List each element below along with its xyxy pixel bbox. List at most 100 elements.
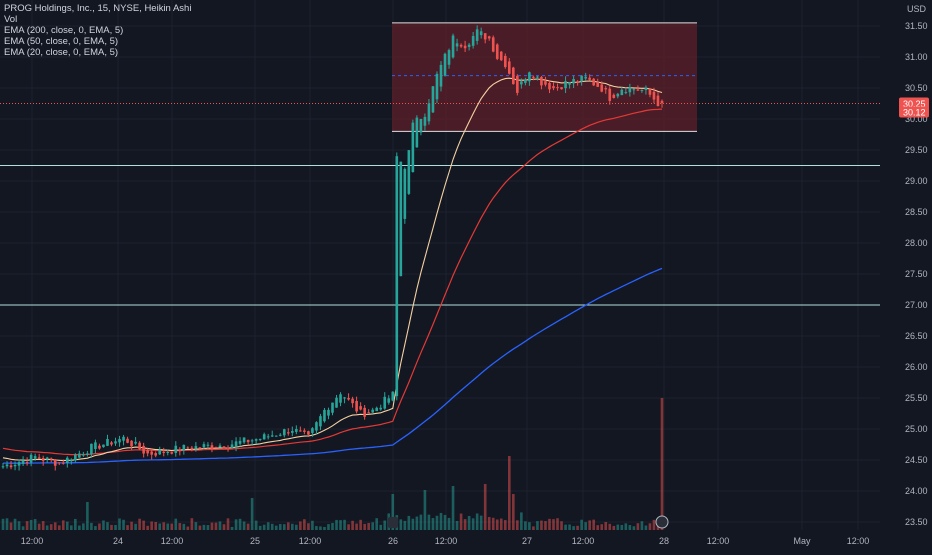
legend-ema50[interactable]: EMA (50, close, 0, EMA, 5): [4, 36, 119, 47]
legend: PROG Holdings, Inc., 15, NYSE, Heikin As…: [4, 3, 191, 58]
candle: [491, 35, 495, 53]
candle-body: [632, 89, 636, 91]
volume-bar: [419, 514, 423, 530]
candle: [295, 425, 298, 435]
candle: [580, 75, 583, 86]
volume-bar: [528, 522, 531, 530]
volume-bar: [604, 522, 608, 530]
candle-body: [495, 44, 499, 59]
candle-body: [552, 86, 555, 89]
candle: [383, 392, 387, 410]
candle-body: [206, 444, 210, 446]
legend-title[interactable]: PROG Holdings, Inc., 15, NYSE, Heikin As…: [4, 3, 192, 14]
candle: [303, 428, 306, 435]
volume-bar: [359, 519, 362, 530]
candle-body: [150, 451, 153, 455]
candle: [90, 443, 93, 458]
candle-body: [475, 29, 479, 41]
candle-body: [415, 117, 419, 148]
time-tick-label: 27: [522, 536, 532, 546]
candle: [387, 395, 391, 405]
candle: [652, 87, 656, 104]
candle: [636, 85, 640, 91]
time-tick-label: 25: [250, 536, 260, 546]
volume-bar: [475, 513, 479, 530]
price-tick-label: 25.50: [905, 393, 928, 403]
volume-bar: [355, 523, 358, 530]
candle: [126, 436, 129, 444]
volume-bar: [206, 525, 210, 530]
horizontal-levels: [0, 103, 880, 306]
candle-body: [455, 43, 459, 47]
candle-body: [102, 444, 105, 448]
candle: [339, 392, 342, 407]
candle-body: [387, 398, 391, 403]
legend-ema200[interactable]: EMA (200, close, 0, EMA, 5): [4, 25, 124, 36]
candle-body: [45, 457, 49, 460]
candle-body: [604, 88, 608, 90]
legend-ema20[interactable]: EMA (20, close, 0, EMA, 5): [4, 47, 119, 58]
candle-body: [210, 445, 214, 449]
volume-bar: [266, 522, 270, 530]
candle: [74, 453, 77, 463]
price-axis-currency: USD: [907, 4, 927, 14]
candle: [218, 443, 222, 448]
volume-bar: [282, 524, 286, 530]
candle-body: [230, 444, 234, 448]
candle-body: [379, 407, 383, 410]
candle: [37, 453, 41, 459]
candle-body: [90, 443, 93, 455]
candle: [536, 75, 539, 81]
candle: [475, 25, 479, 45]
volume-bar: [455, 520, 459, 530]
candle-body: [53, 459, 57, 466]
volume-bar: [311, 520, 314, 530]
candle: [315, 421, 318, 435]
time-tick-label: 12:00: [21, 536, 44, 546]
candle: [640, 89, 644, 93]
candle-body: [218, 445, 222, 448]
candle: [584, 72, 587, 81]
candle-body: [532, 76, 535, 78]
candle-body: [600, 84, 604, 92]
candle: [13, 461, 17, 471]
legend-vol[interactable]: Vol: [4, 14, 18, 25]
volume-bar: [339, 520, 342, 530]
candle: [94, 439, 97, 454]
volume-bar: [299, 521, 302, 530]
volume-bar: [270, 523, 274, 530]
candle: [291, 426, 294, 437]
volume-bar: [323, 526, 326, 530]
candle: [459, 43, 463, 49]
volume-bar: [130, 521, 133, 530]
volume-bar: [327, 524, 330, 530]
candle-body: [652, 91, 656, 100]
candle-body: [367, 412, 370, 414]
candle: [45, 456, 49, 463]
candle: [319, 413, 322, 431]
volume-bar: [640, 521, 644, 530]
candle: [331, 402, 334, 416]
volume-bar: [134, 523, 137, 530]
price-tick-label: 24.00: [905, 486, 928, 496]
candle: [407, 150, 411, 196]
candle: [174, 441, 178, 457]
candle-body: [258, 438, 262, 440]
volume-bar: [343, 519, 346, 530]
candle-body: [307, 431, 310, 435]
candle: [435, 71, 439, 104]
candle: [49, 457, 53, 463]
candle-body: [9, 465, 13, 468]
volume-bar: [652, 519, 656, 530]
volume-bar: [636, 523, 640, 530]
volume-bar: [596, 525, 600, 530]
candle: [242, 437, 246, 444]
candle: [142, 442, 145, 458]
volume-bar: [648, 523, 652, 530]
candle: [371, 407, 374, 413]
candle: [572, 75, 575, 88]
candle-body: [282, 429, 286, 436]
candle-body: [568, 82, 571, 85]
